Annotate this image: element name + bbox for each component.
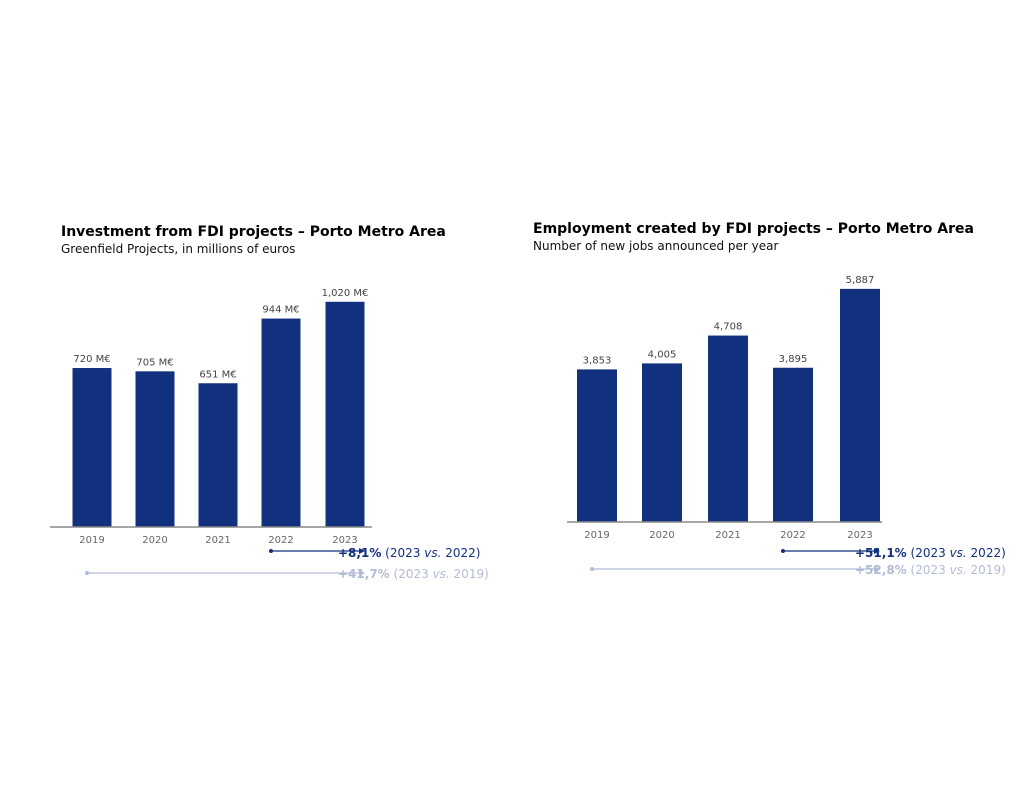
chart-2-annotation-1: +51,1% (2023 vs. 2022) — [855, 546, 1006, 560]
chart-2-data-label-2020: 4,005 — [648, 349, 677, 360]
compare-close: 2022) — [441, 546, 481, 560]
chart-1-bar-2023 — [325, 301, 365, 527]
chart-2-data-label-2019: 3,853 — [583, 355, 612, 366]
chart-1-x-tick-2023: 2023 — [332, 535, 357, 546]
chart-1-x-tick-2021: 2021 — [205, 535, 230, 546]
chart-2-x-tick-2019: 2019 — [584, 530, 609, 541]
pct-change: +41,7% — [338, 567, 390, 581]
compare-open: (2023 — [910, 546, 950, 560]
chart-2-bar-2023 — [840, 288, 880, 522]
chart-1-bar-2019 — [72, 368, 112, 527]
compare-close: 2022) — [966, 546, 1006, 560]
compare-open: (2023 — [393, 567, 433, 581]
vs: vs. — [424, 546, 442, 560]
chart-2-bar-2020 — [642, 363, 682, 522]
chart-1-title: Investment from FDI projects – Porto Met… — [61, 224, 446, 240]
chart-1-annotation-1: +8,1% (2023 vs. 2022) — [338, 546, 480, 560]
chart-1-data-label-2023: 1,020 M€ — [322, 288, 369, 299]
chart-2-data-label-2023: 5,887 — [846, 275, 875, 286]
chart-1-arrow-1-start-dot — [269, 549, 273, 553]
compare-open: (2023 — [385, 546, 425, 560]
chart-1-annotation-2: +41,7% (2023 vs. 2019) — [338, 567, 489, 581]
chart-2-subtitle: Number of new jobs announced per year — [533, 239, 779, 253]
chart-1-data-label-2019: 720 M€ — [73, 354, 110, 365]
vs: vs. — [949, 563, 967, 577]
chart-2-x-tick-2023: 2023 — [847, 530, 872, 541]
chart-2-x-tick-2022: 2022 — [780, 530, 805, 541]
pct-change: +52,8% — [855, 563, 907, 577]
chart-2-data-label-2021: 4,708 — [714, 322, 743, 333]
chart-2-annotation-2: +52,8% (2023 vs. 2019) — [855, 563, 1006, 577]
chart-1-data-label-2022: 944 M€ — [262, 305, 299, 316]
pct-change: +8,1% — [338, 546, 382, 560]
chart-2-title: Employment created by FDI projects – Por… — [533, 221, 974, 237]
chart-2-bar-2022 — [773, 367, 813, 522]
chart-1-bar-2021 — [198, 383, 238, 527]
chart-2-arrow-2-start-dot — [590, 567, 594, 571]
chart-1-data-label-2020: 705 M€ — [136, 357, 173, 368]
compare-open: (2023 — [910, 563, 950, 577]
chart-2-bar-2019 — [577, 369, 617, 522]
chart-2-x-tick-2021: 2021 — [715, 530, 740, 541]
chart-1-bar-2022 — [261, 318, 301, 527]
chart-2-arrow-1-head-icon — [874, 548, 880, 554]
chart-1-subtitle: Greenfield Projects, in millions of euro… — [61, 242, 296, 256]
pct-change: +51,1% — [855, 546, 907, 560]
chart-1-arrow-2-head-icon — [359, 570, 365, 576]
vs: vs. — [949, 546, 967, 560]
chart-2-arrow-2-head-icon — [874, 566, 880, 572]
chart-2-bar-2021 — [708, 335, 748, 522]
chart-1-bar-2020 — [135, 371, 175, 527]
chart-1-data-label-2021: 651 M€ — [199, 369, 236, 380]
chart-2-arrow-1-start-dot — [781, 549, 785, 553]
compare-close: 2019) — [966, 563, 1006, 577]
vs: vs. — [432, 567, 450, 581]
chart-1-x-tick-2020: 2020 — [142, 535, 167, 546]
chart-2-data-label-2022: 3,895 — [779, 354, 808, 365]
compare-close: 2019) — [449, 567, 489, 581]
chart-1-arrow-1-head-icon — [359, 548, 365, 554]
chart-2-x-tick-2020: 2020 — [649, 530, 674, 541]
chart-1-arrow-2-start-dot — [85, 571, 89, 575]
chart-1-x-tick-2019: 2019 — [79, 535, 104, 546]
chart-1-x-tick-2022: 2022 — [268, 535, 293, 546]
